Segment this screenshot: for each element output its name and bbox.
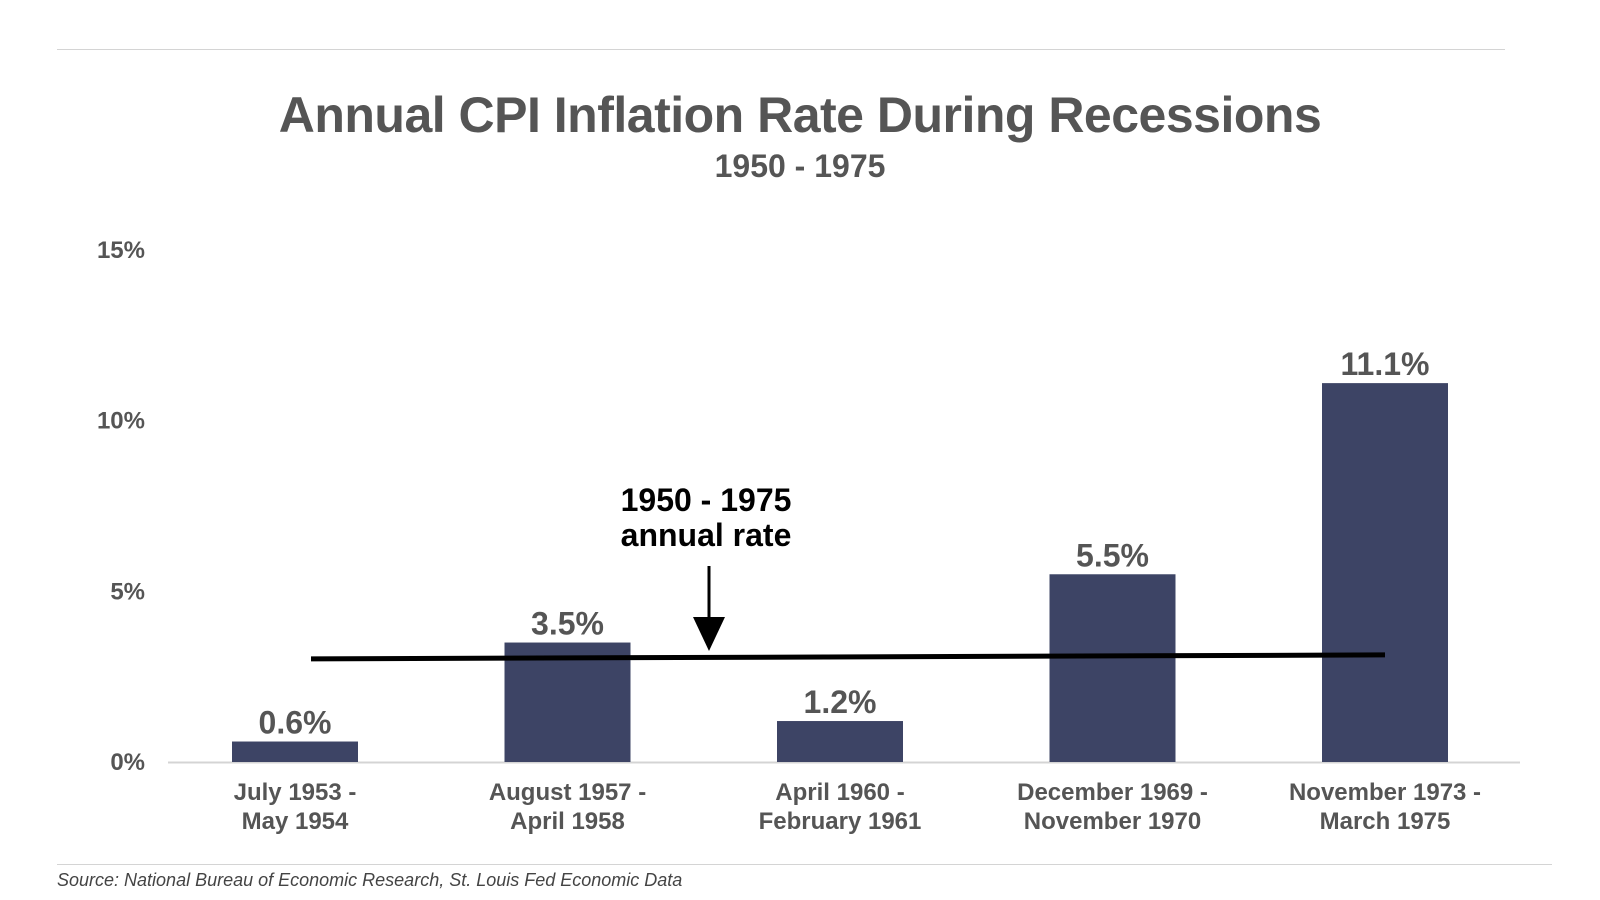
source-note: Source: National Bureau of Economic Rese… <box>57 870 683 890</box>
y-tick-label: 10% <box>97 408 145 435</box>
bars: 0.6% 3.5% 1.2% 5.5% 11.1% <box>232 346 1448 762</box>
top-divider <box>57 49 1505 50</box>
bar <box>1322 383 1448 762</box>
x-tick-label: April 1958 <box>510 808 625 835</box>
bar <box>777 721 903 762</box>
reference-line <box>310 652 1386 662</box>
bottom-divider <box>57 864 1552 865</box>
x-tick-label: April 1960 - <box>775 779 904 806</box>
bar <box>232 741 358 762</box>
chart-title: Annual CPI Inflation Rate During Recessi… <box>278 87 1322 143</box>
x-tick-label: February 1961 <box>759 808 922 835</box>
x-tick-label: August 1957 - <box>489 779 646 806</box>
x-tick-label: May 1954 <box>242 808 349 835</box>
x-tick-label: March 1975 <box>1320 808 1451 835</box>
x-tick-label: November 1970 <box>1024 808 1201 835</box>
data-label: 5.5% <box>1076 537 1149 573</box>
data-label: 3.5% <box>531 606 604 642</box>
annotation-label: 1950 - 1975 <box>621 482 792 518</box>
y-tick-label: 5% <box>110 578 145 605</box>
bar <box>504 642 631 762</box>
y-tick-label: 0% <box>110 749 145 776</box>
data-label: 0.6% <box>259 705 332 741</box>
y-tick-label: 15% <box>97 237 145 264</box>
data-label: 11.1% <box>1341 346 1430 382</box>
y-axis: 0% 5% 10% 15% <box>97 237 145 776</box>
x-tick-label: July 1953 - <box>234 779 357 806</box>
data-label: 1.2% <box>804 684 877 720</box>
annotation-arrow-head <box>693 617 725 651</box>
x-tick-label: December 1969 - <box>1017 779 1208 806</box>
chart-subtitle: 1950 - 1975 <box>714 148 886 184</box>
bar <box>1049 574 1176 762</box>
x-tick-label: November 1973 - <box>1289 779 1481 806</box>
annotation-label: annual rate <box>621 517 792 553</box>
